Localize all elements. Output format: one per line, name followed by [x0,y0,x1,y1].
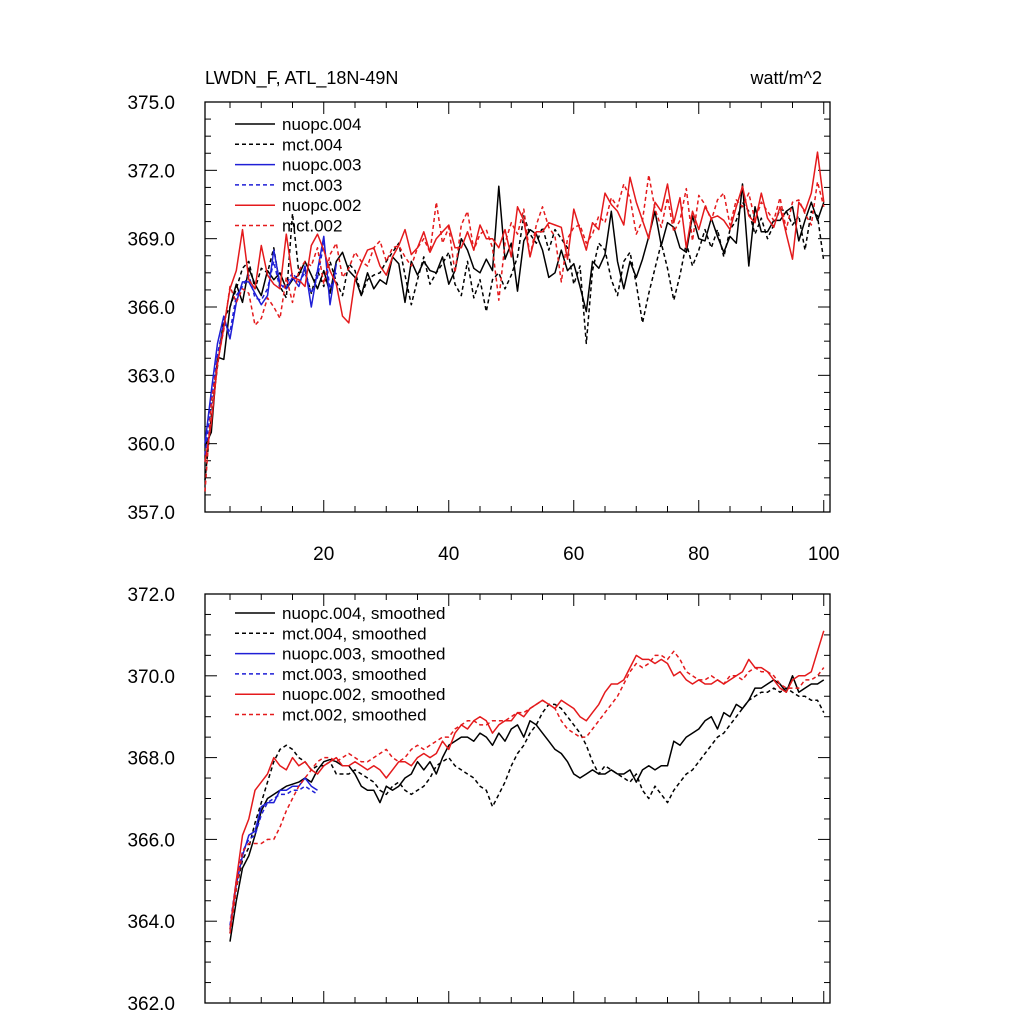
panel-top: 20 40 60 80 100 357.0 360.0 363.0 366.0 369.0 372.… [127,68,839,565]
y-tick-label: 357.0 [127,503,175,524]
series-line [229,777,318,930]
y-tick-label: 372.0 [127,585,175,606]
y-tick-label: 366.0 [127,830,175,851]
y-tick-label: 362.0 [127,994,175,1015]
series-line [204,201,825,481]
x-tick-label: 40 [438,544,459,565]
x-tick-label: 60 [563,544,584,565]
chart-title: LWDN_F, ATL_18N-49N [205,68,398,89]
legend-label: nuopc.004, smoothed [282,604,446,623]
legend-label: mct.004, smoothed [282,624,427,643]
legend-label: mct.002, smoothed [282,706,427,725]
series-line [229,687,825,934]
series-line [204,151,825,463]
series-line [204,242,337,456]
series-line [229,650,825,934]
legend-label: nuopc.002 [282,196,361,215]
series-line [204,174,825,492]
y-tick-label: 368.0 [127,749,175,770]
y-tick-label: 375.0 [127,93,175,114]
y-tick-label: 372.0 [127,161,175,182]
x-tick-label: 20 [313,544,334,565]
legend-label: nuopc.003, smoothed [282,645,446,664]
y-tick-label: 370.0 [127,667,175,688]
series-line [204,235,338,444]
legend-label: mct.003, smoothed [282,665,427,684]
y-tick-label: 363.0 [127,366,175,387]
legend-label: nuopc.004 [282,115,361,134]
y-tick-label: 369.0 [127,230,175,251]
legend-label: mct.003 [282,176,342,195]
legend-label: nuopc.002, smoothed [282,685,446,704]
x-tick-label: 80 [688,544,709,565]
panel-bottom: 362.0 364.0 366.0 368.0 370.0 372.0 nuopc.004,… [127,585,831,1015]
y-tick-label: 364.0 [127,912,175,933]
y-tick-label: 366.0 [127,298,175,319]
x-tick-label: 100 [808,544,840,565]
chart-units: watt/m^2 [750,68,822,88]
legend-label: mct.002 [282,217,342,236]
legend-label: nuopc.003 [282,156,361,175]
series-line [229,675,825,942]
legend-label: mct.004 [282,135,342,154]
y-tick-label: 360.0 [127,435,175,456]
series-line [229,785,318,926]
